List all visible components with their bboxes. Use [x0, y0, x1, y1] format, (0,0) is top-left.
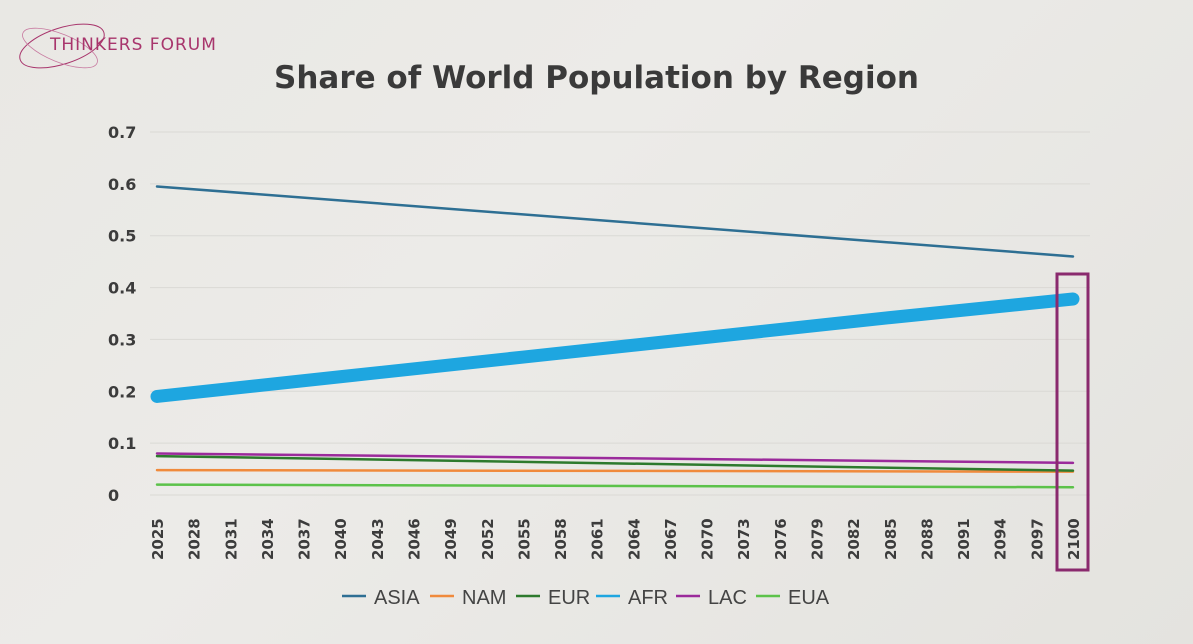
- brand-logo: [14, 18, 284, 78]
- x-tick-label: 2025: [149, 518, 167, 560]
- brand-name: THINKERS FORUM: [50, 35, 217, 55]
- x-tick-label: 2055: [515, 518, 533, 560]
- x-tick-label: 2049: [442, 518, 460, 560]
- x-tick-label: 2067: [662, 518, 680, 560]
- x-tick-label: 2037: [296, 518, 314, 560]
- series-lines: [150, 185, 1080, 489]
- legend-label-eua: EUA: [788, 587, 830, 609]
- x-axis: 2025 2028 2031 2034 2037 2040 2043 2046 2049 2052…: [149, 518, 1083, 560]
- y-axis: 0 0.1 0.2 0.3 0.4 0.5 0.6 0.7: [108, 123, 136, 505]
- series-line-afr: [150, 292, 1080, 403]
- x-tick-label: 2091: [955, 518, 973, 560]
- legend-label-afr: AFR: [628, 587, 668, 609]
- highlight-box: [1055, 272, 1090, 572]
- x-tick-label: 2058: [552, 518, 570, 560]
- y-tick-label: 0.3: [108, 330, 136, 349]
- x-tick-label: 2064: [625, 518, 643, 560]
- x-tick-label: 2046: [405, 518, 423, 560]
- x-tick-label: 2034: [259, 518, 277, 560]
- highlight-rect-2100: [1055, 272, 1090, 572]
- x-tick-label: 2100: [1065, 518, 1083, 560]
- series-line-asia: [155, 185, 1075, 258]
- y-tick-label: 0.1: [108, 434, 136, 453]
- y-tick-label: 0.4: [108, 279, 136, 298]
- brand-orbit-icon: [19, 23, 105, 69]
- x-tick-label: 2073: [735, 518, 753, 560]
- x-tick-label: 2061: [589, 518, 607, 560]
- x-tick-label: 2088: [918, 518, 936, 560]
- legend-label-asia: ASIA: [374, 587, 420, 609]
- y-tick-label: 0.2: [108, 382, 136, 401]
- legend-label-nam: NAM: [462, 587, 506, 609]
- chart-legend: ASIA NAM EUR AFR LAC EUA: [342, 587, 830, 609]
- series-line-eur: [155, 454, 1075, 472]
- chart-title: Share of World Population by Region: [274, 60, 919, 96]
- series-line-nam: [155, 468, 1075, 473]
- series-line-lac: [155, 452, 1075, 465]
- y-tick-label: 0.7: [108, 123, 136, 142]
- y-tick-label: 0.6: [108, 175, 136, 194]
- x-tick-label: 2076: [772, 518, 790, 560]
- y-tick-label: 0: [108, 486, 119, 505]
- legend-label-lac: LAC: [708, 587, 747, 609]
- x-tick-label: 2082: [845, 518, 863, 560]
- x-tick-label: 2031: [222, 518, 240, 560]
- x-tick-label: 2094: [992, 518, 1010, 560]
- x-tick-label: 2043: [369, 518, 387, 560]
- y-tick-label: 0.5: [108, 227, 136, 246]
- x-tick-label: 2079: [809, 518, 827, 560]
- x-tick-label: 2028: [186, 518, 204, 560]
- x-tick-label: 2070: [699, 518, 717, 560]
- chart-grid: [150, 131, 1090, 496]
- x-tick-label: 2052: [479, 518, 497, 560]
- x-tick-label: 2085: [882, 518, 900, 560]
- x-tick-label: 2097: [1028, 518, 1046, 560]
- legend-label-eur: EUR: [548, 587, 590, 609]
- x-tick-label: 2040: [332, 518, 350, 560]
- series-line-eua: [155, 483, 1075, 489]
